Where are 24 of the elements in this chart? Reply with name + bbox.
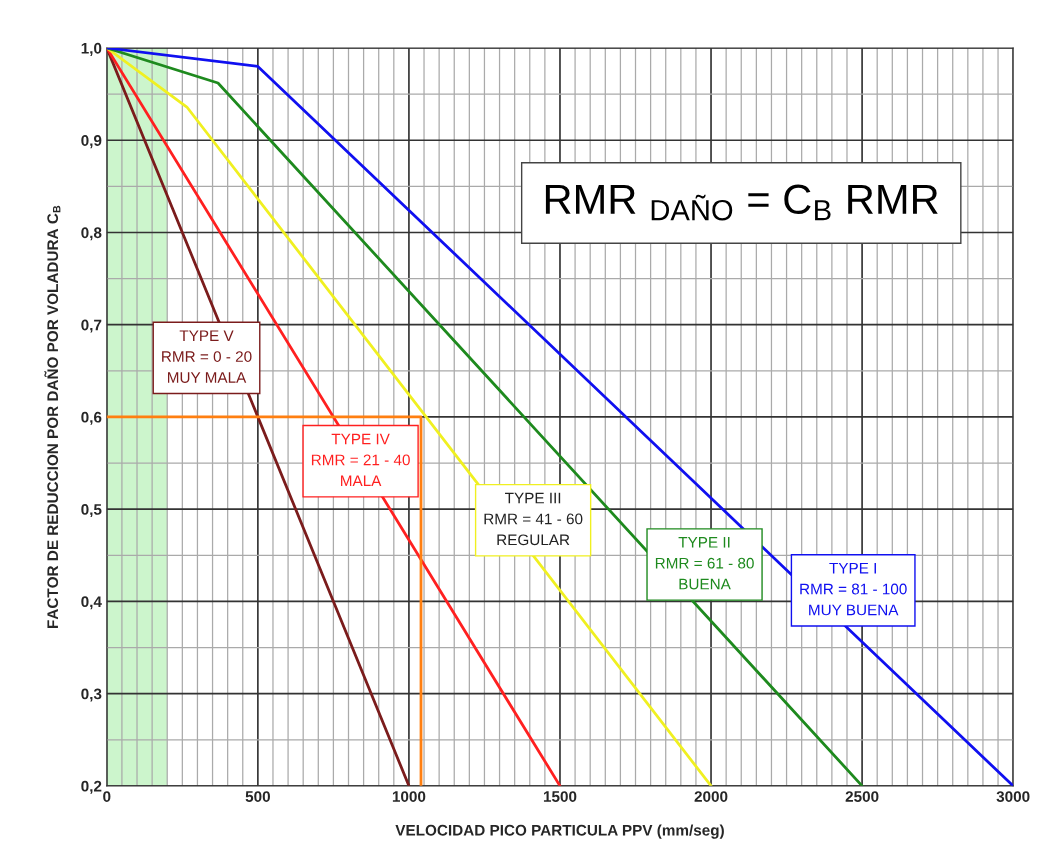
series-label: TYPE V RMR = 0 - 20 MUY MALA: [162, 330, 252, 383]
x-axis-title: VELOCIDAD PICO PARTICULA PPV (mm/seg): [395, 824, 724, 839]
x-tick-label: 2000: [694, 791, 728, 802]
series-label: TYPE II RMR = 61 - 80 BUENA: [655, 537, 754, 590]
x-tick-label: 3000: [996, 791, 1030, 802]
annotation: RMR $_{DAÑO}$ = C$_{B}$ RMR: [545, 184, 938, 221]
y-tick-label: 0,4: [81, 596, 102, 610]
y-tick-label: 1,0: [81, 42, 102, 56]
y-tick-label: 0,7: [81, 319, 102, 333]
y-tick-label: 0,2: [81, 780, 102, 794]
series-label: TYPE IV RMR = 21 - 40 MALA: [311, 433, 410, 487]
y-tick-label: 0,6: [81, 411, 102, 425]
y-tick-label: 0,3: [81, 688, 102, 702]
series-label: TYPE I RMR = 81 - 100 MUY BUENA: [800, 562, 907, 616]
y-tick-label: 0,8: [81, 227, 102, 241]
series-label: TYPE III RMR = 41 - 60 REGULAR: [484, 492, 583, 546]
x-tick-label: 1000: [392, 791, 426, 802]
x-tick-label: 500: [245, 791, 270, 802]
y-tick-label: 0,9: [81, 135, 102, 149]
y-axis-title: FACTOR DE REDUCCION POR DAÑO POR VOLADURA C$_{B}$: [44, 205, 61, 629]
x-tick-label: 0: [103, 791, 111, 802]
x-tick-label: 1500: [543, 791, 577, 802]
y-tick-label: 0,5: [81, 504, 102, 518]
x-tick-label: 2500: [845, 791, 879, 802]
